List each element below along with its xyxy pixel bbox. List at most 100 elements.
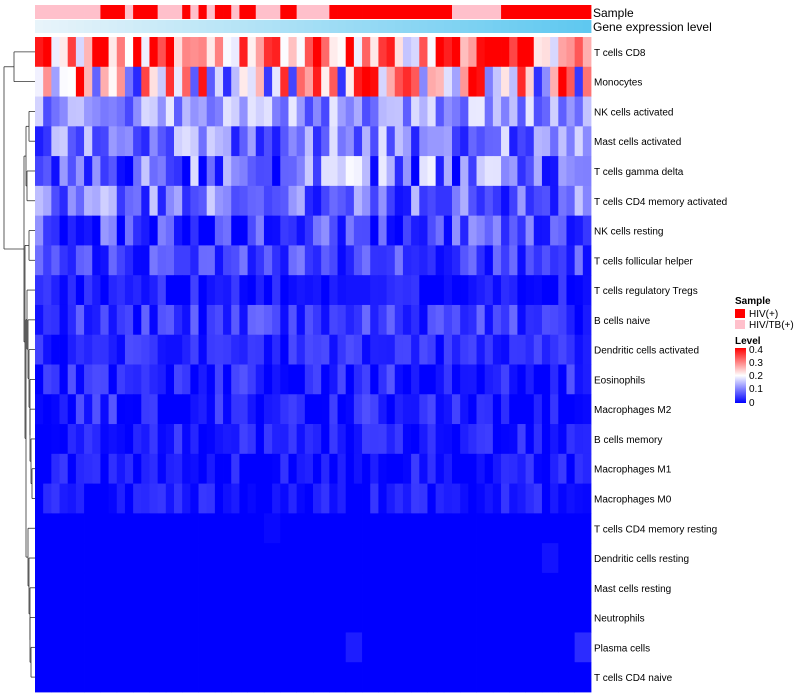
heatmap-cell: [452, 156, 461, 187]
heatmap-cell: [100, 572, 118, 604]
expression-cell: [288, 20, 298, 33]
heatmap-cell: [443, 424, 453, 455]
heatmap-cell: [157, 364, 167, 395]
heatmap-cell: [443, 304, 453, 336]
heatmap-cell: [141, 394, 150, 425]
heatmap-cell: [362, 334, 371, 365]
heatmap-cell: [141, 245, 150, 276]
heatmap-cell: [214, 662, 232, 693]
heatmap-cell: [501, 453, 510, 484]
heatmap-cell: [435, 453, 445, 484]
heatmap-cell: [133, 215, 142, 246]
heatmap-cell: [533, 275, 543, 306]
sample-cell: [492, 5, 502, 19]
heatmap-cell: [280, 453, 289, 484]
heatmap-cell: [460, 126, 469, 157]
heatmap-cell: [362, 215, 371, 246]
heatmap-cell: [582, 185, 592, 217]
heatmap-cell: [182, 304, 191, 336]
heatmap-cell: [484, 453, 494, 484]
sample-cell: [296, 5, 306, 19]
heatmap-cell: [427, 632, 445, 663]
heatmap-cell: [182, 513, 199, 544]
heatmap-cell: [476, 394, 486, 425]
heatmap-cell: [247, 483, 257, 514]
heatmap-cell: [157, 66, 167, 97]
heatmap-cell: [492, 185, 502, 217]
heatmap-cell: [296, 394, 306, 425]
sample-cell: [100, 5, 109, 19]
heatmap-cell: [190, 96, 199, 127]
heatmap-cell: [141, 275, 150, 306]
heatmap-cell: [116, 513, 134, 544]
heatmap-cell: [247, 66, 257, 97]
heatmap-cell: [394, 304, 404, 336]
heatmap-cell: [223, 364, 232, 395]
heatmap-cell: [370, 96, 379, 127]
heatmap-cell: [345, 334, 355, 365]
heatmap-cell: [484, 275, 494, 306]
heatmap-cell: [133, 662, 150, 693]
heatmap-cell: [263, 424, 273, 455]
heatmap-cell: [468, 66, 477, 97]
heatmap-cell: [263, 275, 273, 306]
heatmap-cell: [75, 453, 85, 484]
heatmap-cell: [492, 126, 502, 157]
heatmap-cell: [92, 156, 101, 187]
heatmap-cell: [525, 632, 543, 663]
heatmap-cell: [280, 37, 289, 68]
heatmap-cell: [149, 334, 159, 365]
heatmap-cell: [525, 602, 543, 633]
heatmap-cell: [386, 424, 396, 455]
heatmap-cell: [165, 632, 183, 663]
heatmap-cell: [280, 215, 289, 246]
heatmap-cell: [51, 394, 60, 425]
heatmap-cell: [525, 66, 535, 97]
heatmap-cell: [280, 156, 289, 187]
sample-cell: [484, 5, 494, 19]
heatmap-cell: [280, 543, 298, 574]
legend-label-hivtb: HIV/TB(+): [749, 320, 794, 331]
heatmap-cell: [124, 424, 134, 455]
expression-cell: [223, 20, 232, 33]
heatmap-cell: [124, 483, 134, 514]
heatmap-cell: [427, 602, 445, 633]
row-label: Neutrophils: [594, 614, 645, 625]
sample-cell: [435, 5, 445, 19]
heatmap-cell: [574, 96, 584, 127]
heatmap-cell: [190, 66, 199, 97]
heatmap-cell: [198, 66, 208, 97]
heatmap-cell: [541, 215, 551, 246]
heatmap-cell: [231, 483, 240, 514]
heatmap-cell: [452, 37, 461, 68]
heatmap-cell: [452, 185, 461, 217]
heatmap-cell: [165, 185, 175, 217]
heatmap-cell: [509, 572, 526, 604]
heatmap-cell: [43, 215, 52, 246]
heatmap-cell: [427, 275, 437, 306]
heatmap-cell: [43, 37, 52, 68]
heatmap-cell: [133, 334, 142, 365]
heatmap-cell: [206, 126, 216, 157]
legend-level-title: Level: [735, 336, 761, 347]
heatmap-cell: [165, 304, 175, 336]
heatmap-cell: [51, 304, 60, 336]
heatmap-cell: [345, 66, 355, 97]
heatmap-cell: [313, 453, 322, 484]
heatmap-cell: [468, 156, 477, 187]
expression-cell: [321, 20, 330, 33]
heatmap-cell: [378, 602, 396, 633]
heatmap-cell: [468, 245, 477, 276]
heatmap-cell: [35, 96, 44, 127]
sample-cell: [517, 5, 526, 19]
heatmap-cell: [517, 334, 526, 365]
heatmap-cell: [247, 572, 265, 604]
heatmap-cell: [182, 215, 191, 246]
heatmap-cell: [182, 483, 191, 514]
expression-cell: [509, 20, 518, 33]
row-label: T cells CD4 memory activated: [594, 197, 727, 208]
heatmap-cell: [321, 334, 330, 365]
heatmap-cell: [313, 304, 322, 336]
heatmap-cell: [165, 424, 175, 455]
sample-cell: [75, 5, 85, 19]
